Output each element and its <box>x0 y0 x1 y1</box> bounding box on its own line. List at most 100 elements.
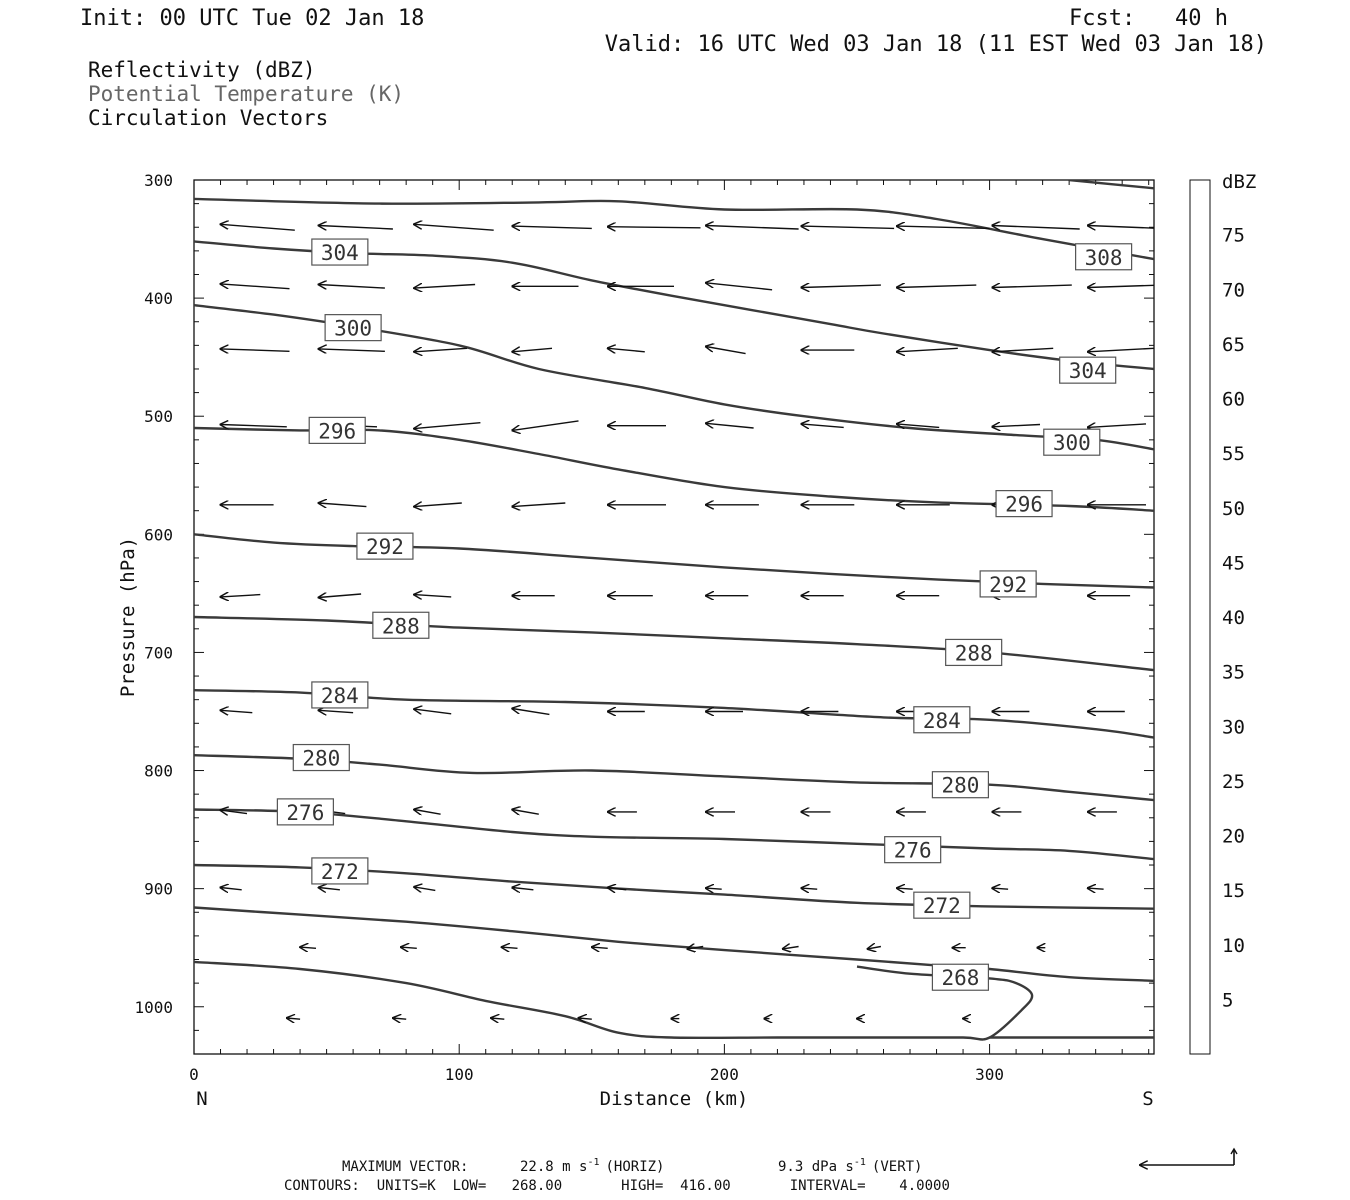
theta-contour-label-text: 284 <box>923 709 961 733</box>
circulation-vector <box>393 1018 407 1019</box>
theta-contour-label-text: 276 <box>894 839 932 863</box>
circulation-vector <box>414 348 468 352</box>
theta-contour-line <box>194 906 1154 982</box>
theta-contour-label: 276 <box>276 798 334 826</box>
theta-contour-labels: 308 304 304 300 300 296 296 292 292 288 288 284 284 2… <box>276 238 1133 991</box>
colorbar-level-label: 55 <box>1222 443 1245 465</box>
theta-contour-label-text: 280 <box>302 747 340 771</box>
variable-label-circulation-vectors: Circulation Vectors <box>88 106 328 130</box>
theta-contour-label-text: 268 <box>941 966 979 990</box>
max-vector-horiz-unit: -1 <box>587 1157 599 1168</box>
minor-ticks <box>193 179 1154 1055</box>
max-vector-vert-tag: (VERT) <box>872 1159 923 1175</box>
theta-contour-line <box>1068 180 1154 190</box>
theta-contour-label-text: 300 <box>1053 431 1091 455</box>
theta-contour-line <box>194 197 1154 261</box>
circulation-vector <box>897 424 940 428</box>
circulation-vector <box>319 710 354 712</box>
theta-contour-label: 296 <box>995 490 1053 518</box>
theta-contour-label: 292 <box>356 532 414 560</box>
circulation-vector <box>992 226 1080 230</box>
colorbar-labels: 5 10 15 20 25 30 35 40 45 50 55 60 65 70 75 <box>1222 225 1245 1012</box>
colorbar-level-label: 75 <box>1222 225 1245 247</box>
circulation-vector <box>897 348 958 352</box>
theta-contour-label-text: 304 <box>1069 359 1107 383</box>
circulation-vector <box>1088 424 1147 428</box>
x-tick-label: 300 <box>975 1065 1004 1084</box>
theta-contour-label-box <box>945 638 1003 667</box>
max-vector-horiz-value: 22.8 m s <box>520 1159 587 1175</box>
init-time-label: Init: 00 UTC Tue 02 Jan 18 <box>80 6 424 31</box>
circulation-vector <box>1088 888 1104 889</box>
circulation-vectors <box>221 224 1154 1019</box>
theta-contour-label-box <box>308 416 366 444</box>
circulation-vector <box>221 710 253 712</box>
y-tick-label: 900 <box>144 880 173 899</box>
theta-contour-label: 284 <box>311 681 369 709</box>
contour-info: CONTOURS: UNITS=K LOW= 268.00 HIGH= 416.… <box>284 1178 950 1194</box>
theta-contour-label-box <box>884 836 942 864</box>
theta-contour-label-text: 292 <box>989 573 1027 597</box>
theta-contour-label-box <box>311 238 369 266</box>
theta-contour-label-text: 308 <box>1085 246 1123 270</box>
theta-contour-label: 272 <box>311 857 369 885</box>
variable-label-reflectivity: Reflectivity (dBZ) <box>88 58 316 82</box>
theta-contour-label-box <box>1043 428 1101 456</box>
x-tick-label: 100 <box>445 1065 474 1084</box>
y-axis-ticks: 300 400 500 600 700 800 900 1000 <box>134 171 173 1017</box>
theta-contour-label-text: 272 <box>321 860 359 884</box>
theta-contour-label: 276 <box>884 836 942 864</box>
theta-contour-label: 268 <box>931 963 990 991</box>
colorbar-level-label: 25 <box>1222 771 1245 793</box>
circulation-vector <box>221 224 295 231</box>
colorbar-level-label: 30 <box>1222 716 1245 738</box>
theta-contour-label-text: 304 <box>321 241 359 265</box>
theta-contour-label: 304 <box>1059 356 1117 384</box>
theta-contour-label-text: 284 <box>321 684 359 708</box>
theta-contour-label: 284 <box>913 706 971 734</box>
circulation-vector <box>512 709 550 716</box>
theta-contour-label: 288 <box>945 638 1003 667</box>
theta-contour-label: 280 <box>931 771 990 799</box>
circulation-vector <box>897 285 977 287</box>
max-vector-vert-value: 9.3 dPa s <box>778 1159 854 1175</box>
circulation-vector <box>706 423 754 429</box>
theta-contour-label-box <box>913 891 971 919</box>
theta-contour-line <box>194 960 1034 1041</box>
theta-contour-label-box <box>1075 243 1133 271</box>
max-vector-horiz: 22.8 m s-1 (HORIZ) <box>520 1157 665 1175</box>
circulation-vector <box>414 887 436 891</box>
circulation-vector <box>414 503 462 507</box>
circulation-vector <box>319 349 385 351</box>
theta-contour-label-box <box>931 963 990 991</box>
theta-contour-label-box <box>311 857 369 885</box>
circulation-vector <box>414 285 476 289</box>
circulation-vector <box>300 947 317 948</box>
circulation-vector <box>512 348 553 352</box>
theta-contour-label-box <box>324 314 382 342</box>
variable-label-potential-temperature: Potential Temperature (K) <box>88 82 404 106</box>
colorbar-level-label: 70 <box>1222 279 1245 301</box>
x-axis-south-label: S <box>1142 1088 1153 1110</box>
circulation-vector <box>608 348 645 352</box>
theta-contour-label-text: 288 <box>382 614 420 638</box>
theta-contour-label: 292 <box>979 570 1037 598</box>
x-axis-north-label: N <box>196 1088 207 1110</box>
reference-vector-arrow <box>1140 1147 1238 1165</box>
forecast-hour-label: Fcst: 40 h <box>1069 6 1228 31</box>
circulation-vector <box>221 349 290 351</box>
circulation-vector <box>1088 226 1154 230</box>
circulation-vector <box>502 947 518 948</box>
circulation-vector <box>319 503 367 507</box>
circulation-vector <box>512 888 534 890</box>
theta-contour-label-box <box>1059 356 1117 384</box>
theta-contour-label: 272 <box>913 891 971 919</box>
y-tick-label: 700 <box>144 643 173 662</box>
circulation-vector <box>992 285 1072 287</box>
circulation-vector <box>319 888 340 890</box>
y-axis-title: Pressure (hPa) <box>117 537 139 697</box>
colorbar-level-label: 15 <box>1222 880 1245 902</box>
max-vector-horiz-tag: (HORIZ) <box>605 1159 664 1175</box>
y-tick-label: 600 <box>144 525 173 544</box>
circulation-vector <box>868 947 882 949</box>
